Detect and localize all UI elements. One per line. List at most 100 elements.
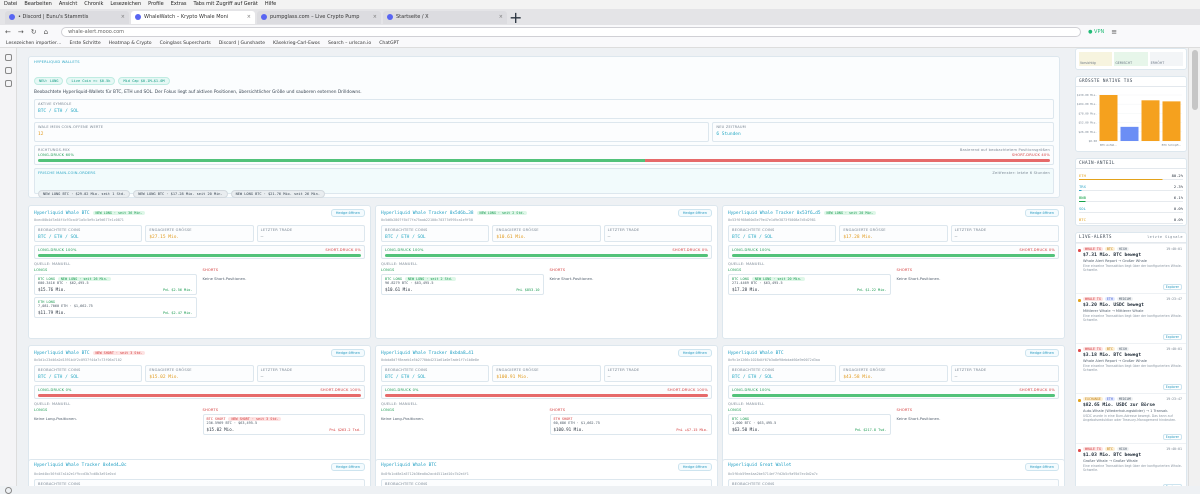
scrollbar-thumb[interactable] [1191, 50, 1198, 110]
risk-cell-label: ERHÖHT [1150, 61, 1165, 65]
menu-icon[interactable]: ≡ [1111, 28, 1118, 36]
forward-icon[interactable]: → [17, 28, 24, 36]
long-position-tag: NEW LONG · seit 2 Std. [404, 277, 456, 281]
hedge-button[interactable]: Hedge öffnen [677, 463, 712, 471]
wallet-title: Hyperliquid Whale Tracker 0x5d6b…38 [381, 210, 474, 216]
browser-tab[interactable]: pumpglass.com – Live Crypto Pump × [257, 10, 381, 24]
explorer-button[interactable]: Explorer [1162, 334, 1182, 340]
sidebar-history-icon[interactable] [4, 54, 12, 61]
alert-item[interactable]: WHALE TX BTC HIGH 19:40:01 $3.18 Mio. BTC be… [1076, 343, 1186, 393]
browser-tab[interactable]: WhaleWatch – Krypto Whale Moni × [131, 10, 255, 24]
longs-column: LONGS BTC LONG NEW LONG · seit 20 Min. 271.… [728, 268, 891, 295]
menu-item[interactable]: Tabs mit Zugriff auf Gerät [193, 1, 258, 7]
close-icon[interactable]: × [372, 14, 377, 20]
long-position-head: ETH LONG [38, 300, 193, 304]
alert-item[interactable]: WHALE TX ETH MEDIUM 19:23:47 $3.20 Mio. USDC… [1076, 293, 1186, 343]
vpn-icon[interactable]: ● VPN [1088, 29, 1105, 35]
alert-item[interactable]: WHALE TX BTC HIGH 19:40:01 $1.03 Mio. BTC be… [1076, 443, 1186, 486]
sidebar-settings-icon[interactable] [4, 487, 12, 494]
hedge-button[interactable]: Hedge öffnen [1024, 349, 1059, 357]
short-position-line: 236.5969 BTC · $63,495.5 [206, 421, 258, 425]
wallet-stat-value: – [954, 235, 958, 240]
close-icon[interactable]: × [246, 14, 251, 20]
menu-item[interactable]: Ansicht [58, 1, 78, 7]
alert-description: Eine einzelne Transaktion liegt über der… [1083, 264, 1182, 272]
explorer-button[interactable]: Explorer [1162, 434, 1182, 440]
menu-item[interactable]: Chronik [84, 1, 104, 7]
menu-item[interactable]: Profile [148, 1, 164, 7]
direction-mix-bar [38, 159, 1050, 162]
short-pressure-label: SHORT-DRUCK 40% [1011, 153, 1050, 157]
wallet-stat-value: – [954, 375, 958, 380]
url-input[interactable]: whale-alert.mooo.com [61, 27, 1082, 37]
bookmark-item[interactable]: Erste Schritte [69, 41, 101, 46]
wallet-stats-row: BEOBACHTETE COINS BTC / ETH / SOL ENGAGIER… [381, 365, 712, 382]
fresh-orders-label: FRISCHE MAIN-COIN-ORDERS [38, 171, 96, 175]
home-icon[interactable]: ⌂ [43, 28, 49, 36]
right-panel: Vorsichtig GEMISCHT ERHÖHT GRÖSSTE NATIVE … [1075, 48, 1187, 486]
hedge-button[interactable]: Hedge öffnen [1024, 463, 1059, 471]
new-tab-icon[interactable]: + [509, 7, 523, 27]
short-pressure-label: SHORT-DRUCK 100% [320, 388, 361, 392]
menu-item[interactable]: Extras [170, 1, 187, 7]
chart-bar[interactable] [1162, 101, 1181, 141]
chain-row: BTC 0.0% [1076, 217, 1186, 222]
pressure-bar [38, 394, 361, 397]
menu-item[interactable]: Hilfe [264, 1, 277, 7]
positions-wrap: LONGS Keine Long-Positionen. SHORTS BTC SHO… [34, 408, 365, 435]
bookmark-item[interactable]: ChatGPT [379, 41, 400, 46]
sidebar-bookmarks-icon[interactable] [4, 67, 12, 74]
chain-name: SOL [1079, 206, 1086, 211]
reload-icon[interactable]: ↻ [30, 28, 37, 36]
explorer-button[interactable]: Explorer [1162, 384, 1182, 390]
native-tx-chart: $130.00 Mio. $104.00 Mio. $78.00 Mio. $52.0… [1077, 93, 1182, 147]
page-scrollbar[interactable] [1188, 48, 1200, 486]
bookmark-item[interactable]: Coinglass Supercharts [159, 41, 211, 46]
hedge-button[interactable]: Hedge öffnen [330, 463, 365, 471]
summary-chip: Mid Cap $0.1M–$1.0M [118, 77, 170, 85]
alert-tag: ETH [1104, 297, 1115, 301]
alert-tag: EXCHANGE [1083, 397, 1103, 401]
close-icon[interactable]: × [120, 14, 125, 20]
hedge-button[interactable]: Hedge öffnen [677, 349, 712, 357]
wallet-source: QUELLE: MANUELL [381, 262, 418, 266]
wallet-stat-box: BEOBACHTETE COINS [728, 479, 1059, 486]
hedge-button[interactable]: Hedge öffnen [677, 209, 712, 217]
bookmark-item[interactable]: Käsekrieg-Carl-Ewos [273, 41, 320, 46]
menu-item[interactable]: Lesezeichen [110, 1, 142, 7]
alert-description: Eine einzelne Transaktion liegt über der… [1083, 364, 1182, 372]
wallet-stat-label: LETZTER TRADE [954, 368, 987, 372]
explorer-button[interactable]: Explorer [1162, 284, 1182, 290]
alert-subtitle: Whale Alert Report → Großer Whale [1083, 359, 1148, 363]
chart-bar[interactable] [1141, 100, 1160, 141]
wallet-title: Hyperliquid Great Wallet [728, 463, 792, 468]
chain-bar [1079, 190, 1183, 191]
alert-item[interactable]: WHALE TX BTC HIGH 19:40:01 $7.31 Mio. BTC be… [1076, 243, 1186, 293]
menu-item[interactable]: Bearbeiten [24, 1, 52, 7]
wallet-stat-value: – [607, 235, 611, 240]
hedge-button[interactable]: Hedge öffnen [330, 349, 365, 357]
wallet-stat-value: $100.91 Mio. [496, 375, 529, 380]
active-symbols-box: AKTIVE SYMBOLE BTC / ETH / SOL [34, 99, 1054, 119]
bookmark-item[interactable]: Discord | Gunshaste [218, 41, 266, 46]
chain-name: TRX [1079, 184, 1086, 189]
wallet-source: QUELLE: MANUELL [728, 262, 765, 266]
bookmark-item[interactable]: Heatmap & Crypto [108, 41, 152, 46]
alert-item[interactable]: EXCHANGE ETH MEDIUM 19:23:47 $82.65 Mio. USD… [1076, 393, 1186, 443]
wallet-card: Hyperliquid Whale BTC Hedge öffnen 0x8fb1c… [375, 459, 718, 486]
sidebar-tabs-icon[interactable] [4, 80, 12, 87]
close-icon[interactable]: × [498, 14, 503, 20]
chart-bar[interactable] [1099, 95, 1118, 141]
bookmark-item[interactable]: Lesezeichen importier… [6, 41, 62, 46]
menu-item[interactable]: Datei [4, 1, 18, 7]
browser-tab[interactable]: • Discord | Eunu's Stammtis × [5, 10, 129, 24]
pressure-bar [732, 254, 1055, 257]
bookmark-item[interactable]: Search – urlscan.io [327, 41, 372, 46]
hedge-button[interactable]: Hedge öffnen [330, 209, 365, 217]
browser-tab[interactable]: Startseite / X × [383, 10, 507, 24]
chart-bar[interactable] [1120, 126, 1139, 141]
hedge-button[interactable]: Hedge öffnen [1024, 209, 1059, 217]
wallet-title: Hyperliquid Whale Tracker 0x4ed4…0c [34, 463, 127, 468]
back-icon[interactable]: ← [5, 28, 11, 36]
long-position-tag: NEW LONG · seit 20 Min. [751, 277, 805, 281]
